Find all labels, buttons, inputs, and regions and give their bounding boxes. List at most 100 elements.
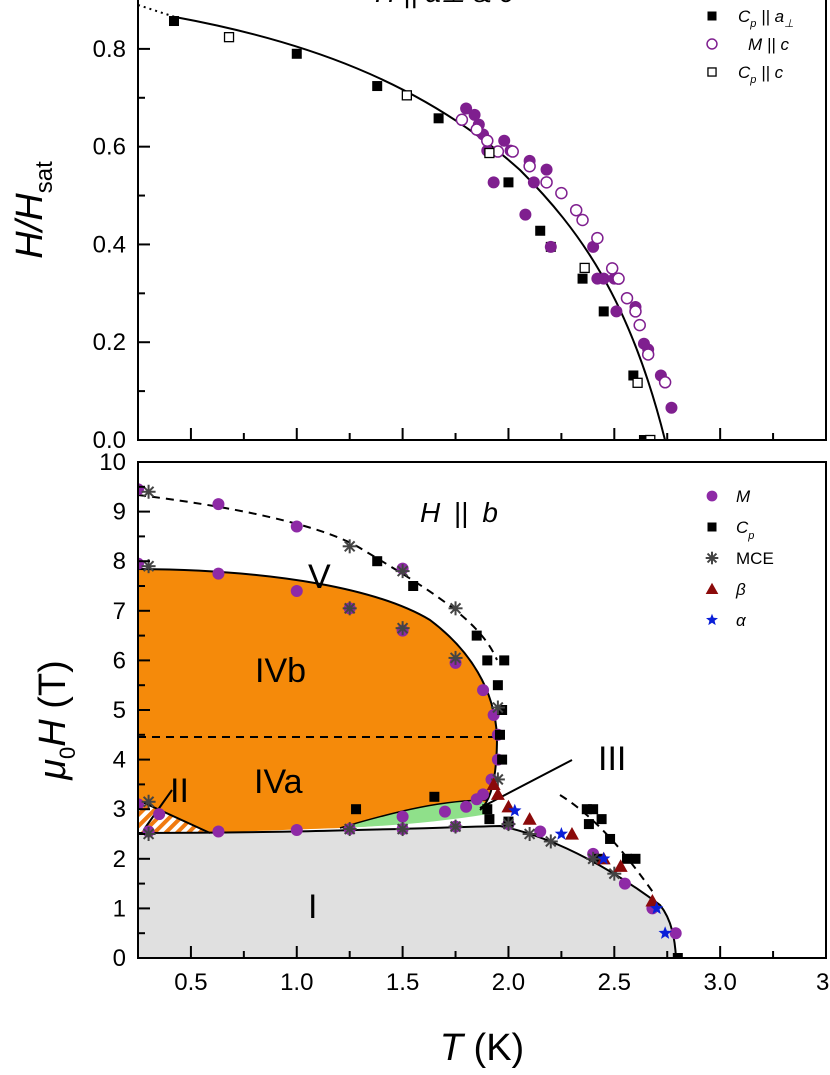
bottom-series-MCE-point: [448, 650, 463, 665]
bottom-series-MCE-point: [448, 601, 463, 616]
bottom-series-Cp-point: [583, 819, 594, 830]
bottom-series-Cp-point: [484, 814, 495, 825]
bottom-series-Cp-point: [588, 804, 599, 815]
top-legend-marker: [706, 38, 718, 50]
top-series-2-point: [481, 134, 494, 148]
bottom-series-Cp-point: [351, 804, 362, 815]
top-panel: 0.0 0.2 0.4 0.6 0.8 H || a⊥ & c H/Hsat Cp ||…: [9, 0, 827, 454]
bottom-series-M-point: [396, 810, 409, 823]
bottom-series-MCE-point: [490, 700, 505, 715]
top-series-1-point: [487, 176, 500, 189]
top-series-2-point: [555, 186, 568, 200]
bottom-series-Cp-point: [497, 705, 508, 715]
bottom-series-MCE-point: [522, 827, 537, 841]
bottom-legend-marker: [707, 522, 717, 532]
bottom-series-β-point: [486, 777, 501, 790]
top-series-3-point: [223, 32, 235, 43]
top-series-2-point: [605, 262, 619, 275]
top-series-0-point: [598, 306, 609, 317]
phase-label-V: V: [308, 558, 331, 596]
bottom-series-Cp-point: [581, 804, 592, 815]
top-series-1-point: [460, 102, 473, 115]
bottom-series-M-point: [212, 825, 225, 838]
bottom-y-label: μ0H (T): [32, 660, 80, 781]
top-series-2-point: [540, 176, 553, 189]
top-series-0-point: [535, 225, 546, 236]
bottom-y-tick-label: 7: [113, 598, 126, 625]
top-y-tick-label: 0.8: [93, 36, 126, 63]
bottom-series-Cp-point: [429, 791, 440, 802]
bottom-series-M-point: [618, 877, 631, 890]
bottom-y-tick-label: 1: [113, 895, 126, 922]
bottom-series-M-point: [470, 793, 483, 806]
bottom-series-β-point: [490, 787, 505, 800]
top-y-tick-label: 0.2: [93, 329, 126, 356]
top-series-0-point: [628, 370, 639, 381]
top-series-2-point: [455, 113, 469, 127]
top-series-2-point: [629, 305, 642, 318]
bottom-series-α-point: [508, 803, 522, 817]
bottom-series-MCE-point: [342, 539, 357, 554]
bottom-series-MCE-point: [607, 866, 622, 881]
bottom-series-MCE-point: [586, 851, 601, 866]
top-series-1-point: [610, 305, 623, 318]
phase-label-III: III: [598, 740, 626, 778]
bottom-legend-marker: [706, 613, 718, 626]
bottom-series-M-point: [460, 800, 473, 813]
top-series-2-point: [591, 231, 604, 245]
top-series-3-point: [484, 147, 495, 159]
phase-IV-region: [138, 569, 497, 833]
bottom-series-M-point: [534, 825, 547, 838]
top-series-2-point: [620, 291, 634, 305]
bottom-series-M-point: [438, 805, 451, 818]
bottom-legend-marker: [705, 551, 719, 565]
bottom-legend: M Cp MCE βα: [705, 487, 774, 630]
bottom-series-MCE-point: [342, 822, 357, 837]
bottom-series-Cp-point: [605, 833, 616, 844]
bottom-series-β-point: [613, 859, 628, 872]
bottom-series-M-point: [290, 584, 303, 597]
bottom-y-tick-label: 4: [113, 747, 126, 774]
bottom-x-tick-label: 3.0: [703, 969, 736, 996]
bottom-series-Cp-point: [471, 630, 482, 641]
bottom-series-M-point: [153, 808, 166, 821]
phase-III-pointer: [479, 759, 573, 809]
bottom-series-MCE-point: [543, 834, 558, 849]
top-legend: Cp || a⊥ M || c Cp || c: [706, 7, 794, 86]
top-y-tick-label: 0.4: [93, 231, 126, 258]
bottom-series-M-point: [487, 708, 500, 721]
bottom-series-Cp-point: [596, 814, 607, 825]
top-series-3-point: [401, 90, 412, 101]
svg-text:H/Hsat: H/Hsat: [9, 161, 58, 259]
bottom-legend-label: β: [735, 580, 746, 599]
top-legend-label: Cp || c: [738, 63, 784, 86]
bottom-x-label: T (K): [440, 1027, 524, 1069]
bottom-series-Cp-point: [672, 953, 683, 958]
bottom-series-M-point: [290, 824, 303, 837]
top-legend-label: M || c: [748, 35, 789, 54]
bottom-series-MCE-point: [342, 601, 357, 616]
bottom-y-tick-label: 0: [113, 945, 126, 972]
bottom-series-Cp-point: [497, 754, 508, 765]
phase-III-region: [340, 800, 490, 828]
top-series-1-point: [498, 134, 511, 147]
phase-label-IVa: IVa: [254, 763, 303, 801]
bottom-x-tick-label: 2.5: [598, 969, 631, 996]
bottom-series-MCE-point: [501, 817, 516, 832]
top-legend-label: Cp || a⊥: [738, 7, 794, 30]
bottom-x-tick-label: 1.5: [386, 969, 419, 996]
bottom-series-Cp-point: [482, 804, 493, 815]
bottom-series-MCE-point: [395, 822, 410, 837]
top-y-label: H/Hsat: [9, 161, 58, 259]
top-y-tick-label: 0.6: [93, 134, 126, 161]
top-series-2-point: [506, 145, 519, 158]
bottom-legend-label: Cp: [736, 518, 754, 542]
bottom-series-MCE-point: [141, 794, 156, 809]
top-y-tick-label: 0.0: [93, 427, 126, 454]
top-series-1-point: [527, 176, 540, 189]
top-series-1-point: [591, 272, 604, 285]
top-legend-marker: [707, 67, 717, 77]
top-series-2-point: [658, 376, 672, 389]
top-series-1-point: [519, 208, 532, 221]
bottom-y-tick-label: 5: [113, 697, 126, 724]
